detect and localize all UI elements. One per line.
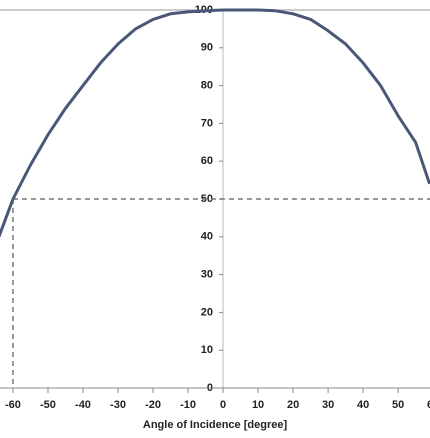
y-tick-label: 20 [201, 306, 213, 318]
x-tick-label: -30 [110, 399, 126, 411]
x-tick-label: 40 [357, 399, 369, 411]
x-tick-label: -50 [40, 399, 56, 411]
y-tick-label: 40 [201, 231, 213, 243]
x-tick-label: 60 [427, 399, 430, 411]
y-tick-label: 80 [201, 80, 213, 92]
x-tick-label: 30 [322, 399, 334, 411]
y-tick-label: 10 [201, 344, 213, 356]
data-line [0, 8, 430, 238]
x-tick-label: -40 [75, 399, 91, 411]
y-tick-label: 30 [201, 269, 213, 281]
x-tick-label: -20 [145, 399, 161, 411]
y-tick-label: 60 [201, 155, 213, 167]
y-tick-label: 70 [201, 117, 213, 129]
x-tick-label: 20 [287, 399, 299, 411]
x-tick-label: 0 [220, 399, 226, 411]
x-tick-label: 50 [392, 399, 404, 411]
x-tick-label: 10 [252, 399, 264, 411]
x-axis-label: Angle of Incidence [degree] [143, 419, 288, 431]
x-tick-label: -10 [180, 399, 196, 411]
y-tick-label: 90 [201, 42, 213, 54]
x-tick-label: -60 [5, 399, 21, 411]
